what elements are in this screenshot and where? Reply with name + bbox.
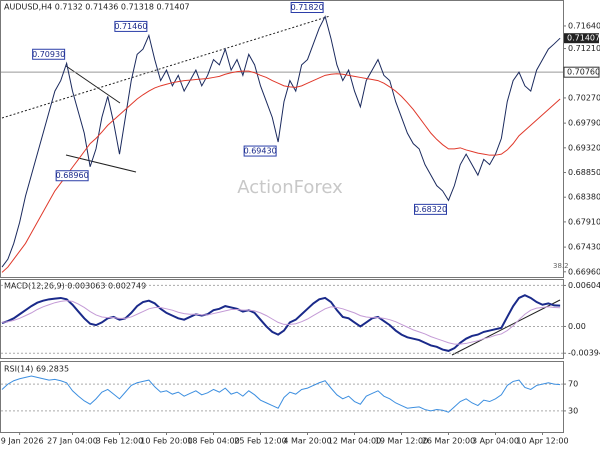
x-tick-label: 3 Apr 04:00 [472,437,519,446]
last-price-box [564,33,599,44]
panel-title: MACD(12,26,9) 0.003063 0.002749 [4,282,146,291]
x-tick-label: 18 Feb 04:00 [187,437,239,446]
price-annotation: 0.69430 [244,147,277,156]
y-tick-label: 0.69320 [568,143,600,152]
y-tick-label: 30 [568,406,578,415]
x-tick-label: 25 Feb 12:00 [234,437,286,446]
series-line [1,70,561,273]
fib-label: 38.2 [553,262,569,270]
price-annotation: 0.68960 [56,171,89,180]
y-tick-label: 0.67430 [568,243,600,252]
series-line [1,15,561,268]
watermark: ActionForex [237,177,343,198]
panel-title: AUDUSD,H4 0.7132 0.71436 0.71318 0.71407 [4,3,190,12]
y-tick-label: 0.68380 [568,193,600,202]
y-tick-label: 0.68850 [568,168,600,177]
x-tick-label: 10 Apr 12:00 [516,437,568,446]
price-annotation-box [414,203,447,215]
x-tick-label: 26 Mar 20:00 [422,437,475,446]
y-tick-label: 0.66960 [568,267,600,276]
x-tick-label: 12 Mar 04:00 [328,437,381,446]
y-tick-label: 0.69790 [568,119,600,128]
price-annotation-box [290,2,324,14]
rsi-panel [0,361,564,433]
price-annotation-box [114,20,148,32]
price-annotation: 0.70930 [32,50,65,59]
x-tick-label: 4 Mar 20:00 [283,437,331,446]
series-line [1,300,561,345]
price-annotation: 0.68320 [414,205,447,214]
x-tick-label: 19 Mar 12:00 [375,437,428,446]
level-box [563,66,600,78]
price-annotation-box [32,48,66,60]
y-tick-label: 0.00 [568,322,586,331]
y-tick-label: 70 [568,380,578,389]
trend-line [65,154,137,173]
level-label: 0.70760 [567,68,600,77]
price-annotation-box [243,145,277,157]
y-tick-label: -0.00394 [568,349,600,358]
y-tick-label: 0.006048 [568,281,600,290]
channel-line [1,15,331,119]
x-tick-label: 19 Jan 2026 [0,437,44,446]
price-annotation: 0.71460 [114,22,147,31]
price-annotation: 0.71820 [291,3,324,12]
y-tick-label: 0.70270 [568,93,600,102]
price-panel [0,0,564,278]
x-tick-label: 27 Jan 04:00 [47,437,98,446]
x-tick-label: 10 Feb 20:00 [140,437,192,446]
series-line [1,294,561,352]
x-tick-label: 3 Feb 12:00 [96,437,143,446]
series-line [1,375,561,413]
y-tick-label: 0.71640 [568,21,600,30]
macd-trend-line [451,299,561,356]
y-tick-label: 0.71210 [568,44,600,53]
panel-title: RSI(14) 69.2835 [4,365,69,374]
y-tick-label: 0.67910 [568,217,600,226]
macd-panel [0,279,564,359]
last-price-label: 0.71407 [567,34,600,43]
price-annotation-box [55,170,89,182]
